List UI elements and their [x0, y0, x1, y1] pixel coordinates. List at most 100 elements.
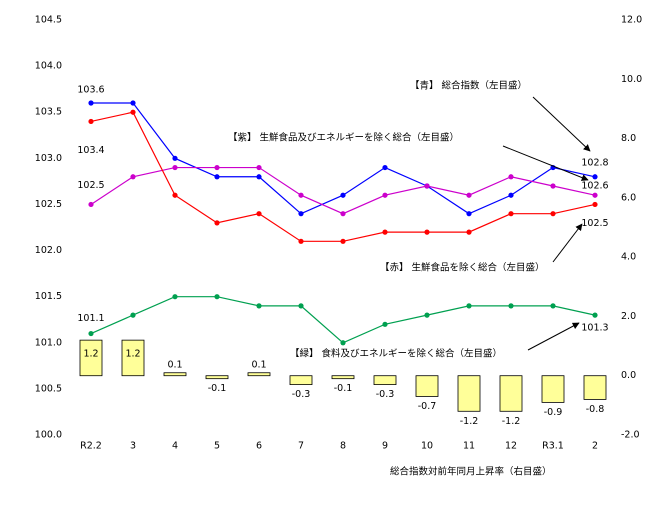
bar	[499, 375, 523, 412]
bar-value-label: -0.1	[208, 383, 227, 394]
y-tick-label: 104.5	[35, 15, 62, 26]
point	[382, 229, 388, 235]
series-annotation: 【紫】 生鮮食品及びエネルギーを除く総合（左目盛）	[228, 132, 459, 144]
x-tick-label: 4	[172, 441, 178, 452]
point	[214, 220, 220, 226]
y-tick-label: 102.5	[35, 199, 62, 210]
y2-tick-label: 6.0	[621, 192, 636, 203]
series-line	[90, 296, 596, 344]
bar-value-label: -0.3	[292, 389, 311, 400]
point	[508, 174, 514, 180]
bar-value-label: 0.1	[251, 359, 266, 370]
series-annotation: 【赤】 生鮮食品を除く総合（左目盛）	[380, 262, 545, 274]
y-tick-label: 101.0	[35, 337, 62, 348]
point	[88, 201, 94, 208]
point	[256, 174, 262, 180]
point-label: 101.1	[77, 313, 104, 324]
point	[298, 211, 304, 217]
point	[550, 183, 556, 189]
x-tick-label: 2	[592, 441, 598, 452]
bar	[121, 339, 145, 377]
y-tick-label: 103.5	[35, 107, 62, 118]
annotation-arrow	[532, 96, 591, 152]
point-label: 102.5	[77, 180, 104, 191]
bar-value-label: -1.2	[502, 416, 521, 427]
series-annotation: 【緑】 食料及びエネルギーを除く総合（左目盛）	[290, 348, 502, 360]
bar	[205, 375, 229, 380]
bar-value-label: 1.2	[125, 349, 140, 360]
point	[214, 164, 220, 171]
y-tick-label: 101.5	[35, 291, 62, 302]
y2-tick-label: -2.0	[621, 430, 640, 441]
y-tick-label: 102.0	[35, 245, 62, 256]
point	[130, 109, 136, 115]
bar	[163, 372, 187, 377]
y2-tick-label: 12.0	[621, 15, 642, 26]
point	[340, 192, 346, 198]
point	[88, 100, 94, 106]
x-tick-label: 5	[214, 441, 220, 452]
y-tick-label: 103.0	[35, 153, 62, 164]
y-tick-label: 100.0	[35, 430, 62, 441]
bar	[583, 375, 607, 400]
bar-value-label: -0.9	[544, 407, 563, 418]
bar	[79, 339, 103, 377]
point	[340, 238, 346, 244]
point	[130, 174, 136, 180]
point-label: 102.5	[581, 218, 608, 229]
point	[424, 183, 430, 189]
point	[88, 330, 94, 337]
point	[214, 294, 220, 300]
point	[424, 229, 430, 235]
point	[172, 192, 178, 198]
point	[382, 192, 388, 198]
y2-tick-label: 4.0	[621, 252, 636, 263]
point	[592, 201, 598, 208]
point	[424, 312, 430, 318]
x-tick-label: 9	[382, 441, 388, 452]
point	[466, 192, 472, 198]
point	[550, 211, 556, 217]
point	[256, 303, 262, 309]
point	[466, 211, 472, 217]
annotation-arrow	[527, 322, 580, 351]
point	[508, 192, 514, 198]
point	[592, 174, 598, 180]
y2-tick-label: 2.0	[621, 311, 636, 322]
point	[214, 174, 220, 180]
bar	[289, 375, 313, 386]
point	[172, 164, 178, 171]
bar-value-label: -1.2	[460, 416, 479, 427]
point	[172, 155, 178, 161]
bar-value-label: -0.8	[586, 404, 605, 415]
point	[88, 118, 94, 125]
annotation-arrow	[552, 223, 583, 263]
bar	[247, 372, 271, 377]
point	[550, 303, 556, 309]
x-tick-label: 6	[256, 441, 262, 452]
point-label: 102.8	[581, 157, 608, 168]
bar	[331, 375, 355, 380]
x-tick-label: 12	[505, 441, 517, 452]
point-label: 103.6	[77, 85, 104, 96]
bar	[457, 375, 481, 412]
point	[592, 192, 598, 198]
y2-tick-label: 0.0	[621, 370, 636, 381]
y-tick-label: 100.5	[35, 383, 62, 394]
point-label: 103.4	[77, 145, 104, 156]
bar-value-label: -0.7	[418, 401, 437, 412]
point-label: 101.3	[581, 323, 608, 334]
point	[298, 238, 304, 244]
point	[466, 303, 472, 309]
bar-value-label: 0.1	[167, 359, 182, 370]
point	[256, 164, 262, 171]
x-tick-label: 11	[463, 441, 475, 452]
x-tick-label: 7	[298, 441, 304, 452]
x-tick-label: R2.2	[80, 441, 102, 452]
series-annotation: 【青】 総合指数（左目盛）	[410, 80, 527, 92]
point-label: 102.6	[581, 181, 608, 192]
point	[256, 211, 262, 217]
point	[508, 211, 514, 217]
point	[466, 229, 472, 235]
